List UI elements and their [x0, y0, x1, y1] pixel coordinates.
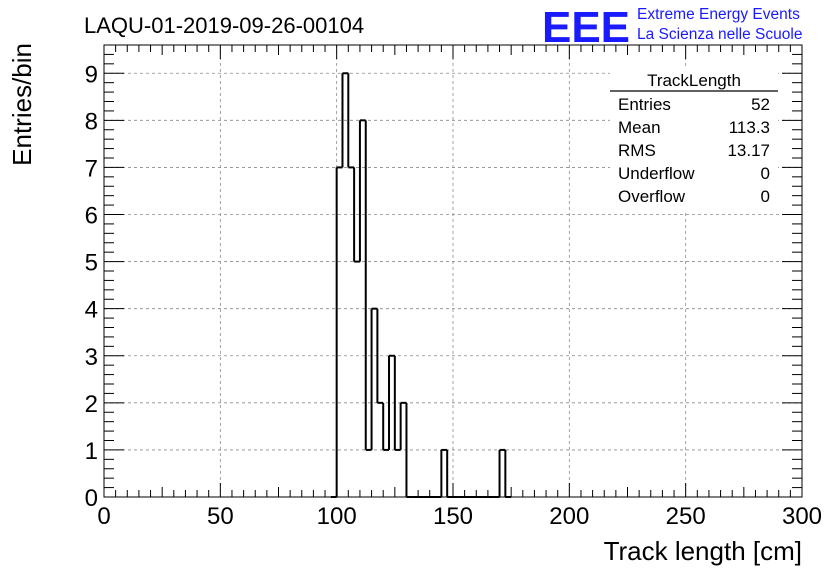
- x-axis-title: Track length [cm]: [604, 536, 802, 566]
- stats-row-value: 13.17: [727, 141, 770, 160]
- stats-row-value: 0: [761, 187, 770, 206]
- logo-line-1: Extreme Energy Events: [637, 6, 800, 23]
- x-tick-label: 100: [317, 503, 357, 530]
- y-tick-label: 0: [85, 485, 98, 512]
- stats-box: TrackLength Entries 52 Mean 113.3 RMS 13.17 Un…: [610, 68, 778, 210]
- eee-logo: EEE: [542, 3, 630, 52]
- grid-lines: [104, 45, 802, 497]
- stats-row-label: Underflow: [618, 164, 695, 183]
- run-title: LAQU-01-2019-09-26-00104: [84, 13, 364, 38]
- y-tick-label: 8: [85, 108, 98, 135]
- y-tick-label: 2: [85, 391, 98, 418]
- y-tick-label: 5: [85, 250, 98, 277]
- x-tick-label: 250: [666, 503, 706, 530]
- x-tick-label: 0: [97, 503, 110, 530]
- stats-row-label: RMS: [618, 141, 656, 160]
- x-tick-label: 150: [433, 503, 473, 530]
- stats-title: TrackLength: [647, 71, 741, 90]
- stats-row-value: 52: [751, 95, 770, 114]
- axis-ticks: [103, 44, 803, 498]
- stats-row-value: 113.3: [729, 118, 770, 137]
- y-tick-label: 4: [85, 297, 98, 324]
- y-axis-title: Entries/bin: [7, 43, 37, 166]
- y-tick-label: 6: [85, 203, 98, 230]
- y-tick-label: 1: [85, 438, 98, 465]
- logo-line-2: La Scienza nelle Scuole: [637, 26, 802, 43]
- y-tick-label: 3: [85, 344, 98, 371]
- x-tick-label: 50: [207, 503, 234, 530]
- stats-row-label: Entries: [618, 95, 671, 114]
- x-tick-label: 300: [782, 503, 822, 530]
- stats-row-label: Overflow: [618, 187, 686, 206]
- stats-row-label: Mean: [618, 118, 661, 137]
- y-tick-label: 9: [85, 61, 98, 88]
- x-tick-label: 200: [549, 503, 589, 530]
- stats-rows: Entries 52 Mean 113.3 RMS 13.17 Underflow 0 Over…: [618, 95, 770, 206]
- stats-row-value: 0: [761, 164, 770, 183]
- y-tick-label: 7: [85, 155, 98, 182]
- tick-labels: 0 1 2 3 4 5 6 7 8 9 0 50 100 150 200 250 300: [85, 61, 822, 530]
